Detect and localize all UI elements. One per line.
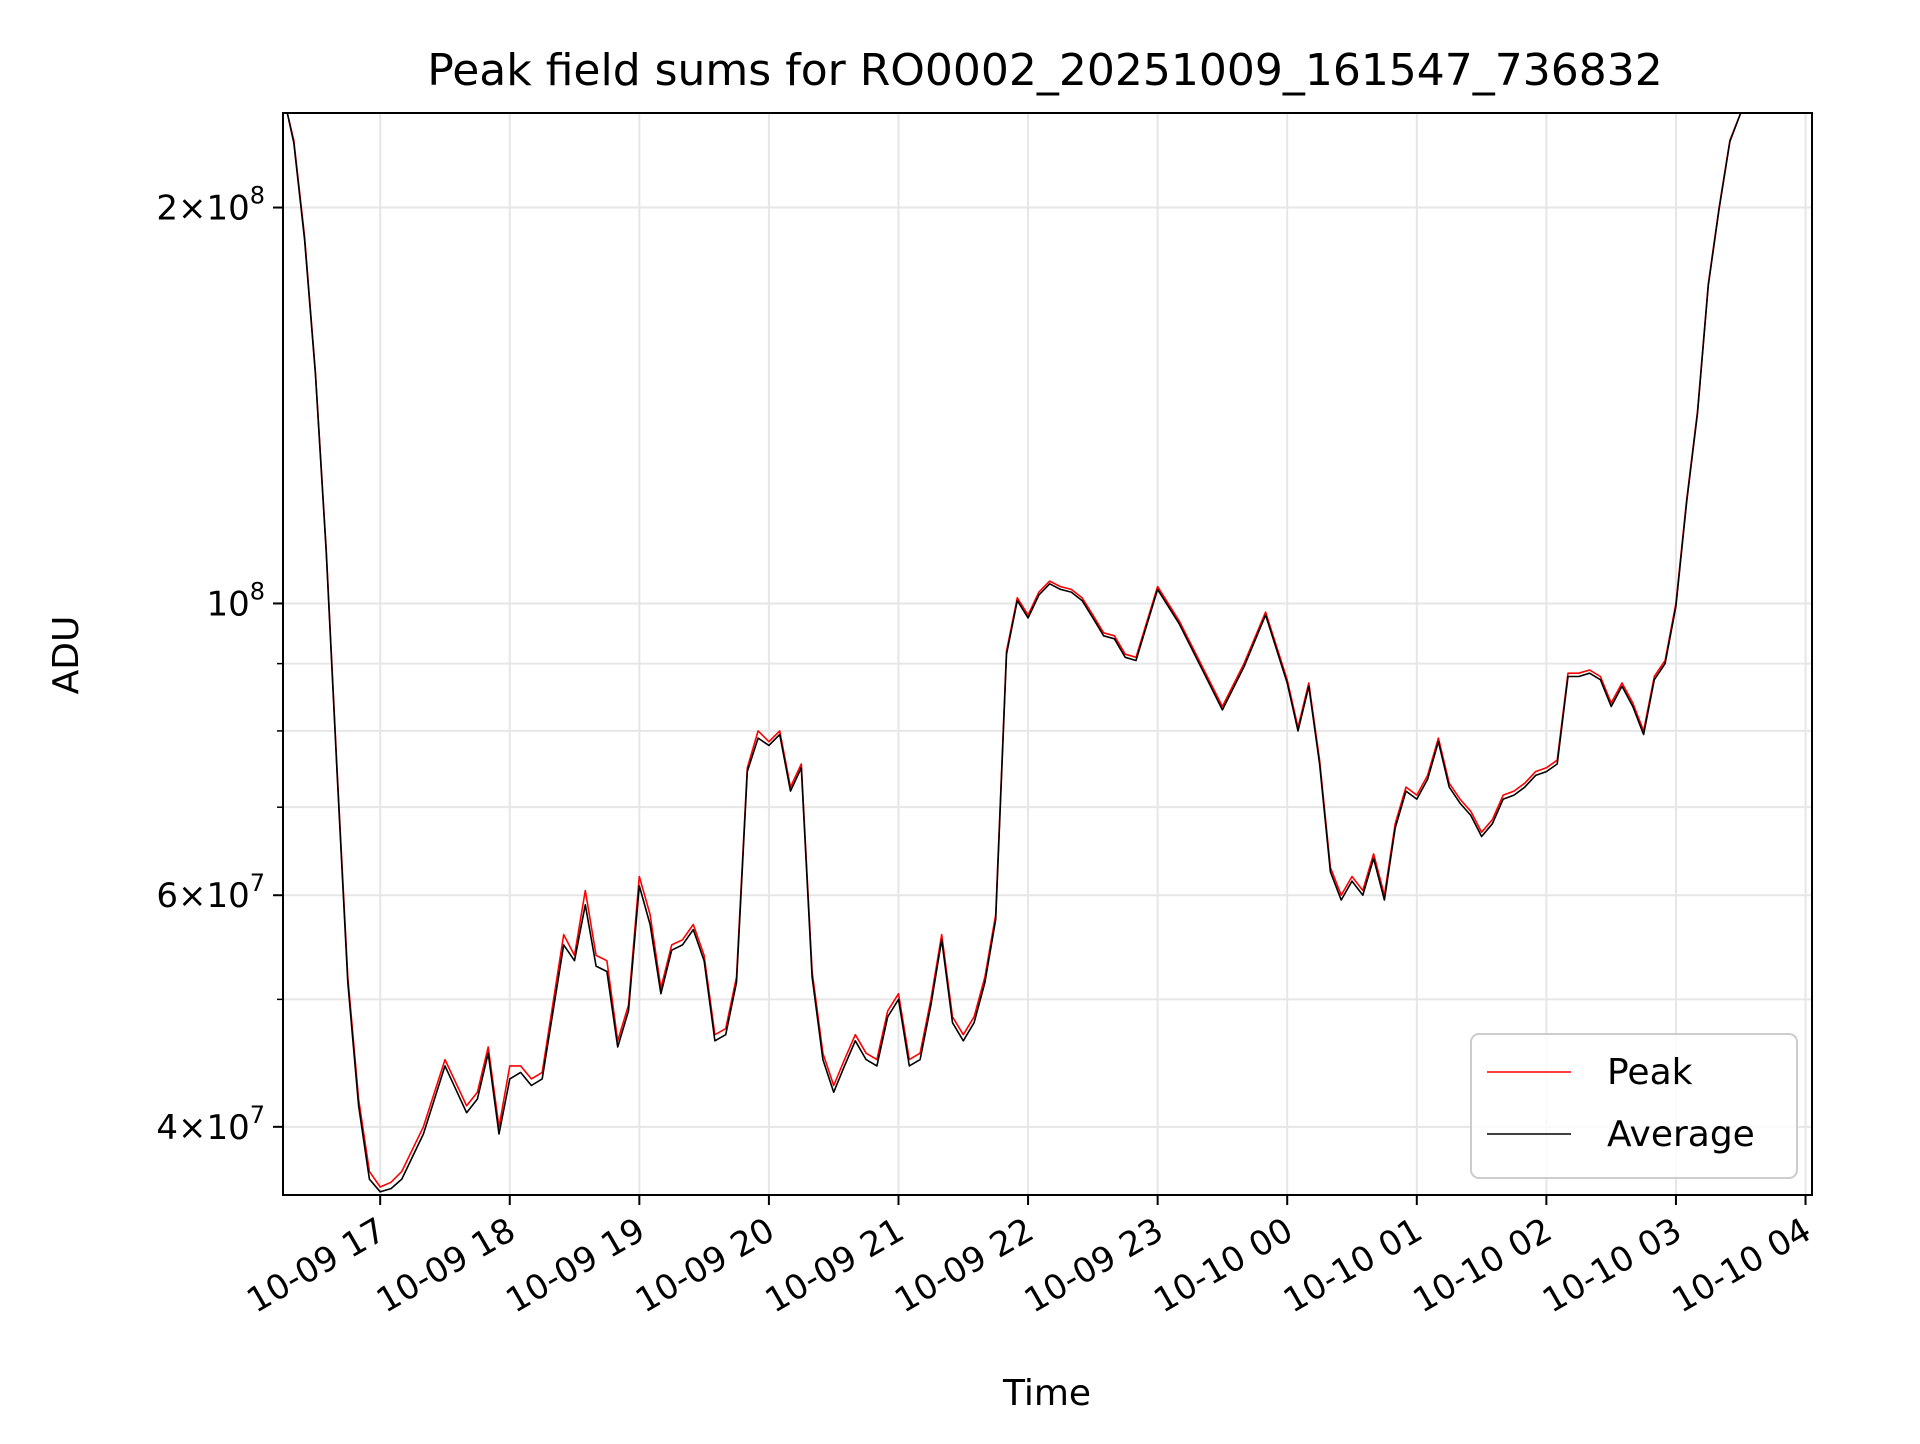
legend-label-peak: Peak — [1607, 1052, 1693, 1093]
y-tick-label: 4×107 — [156, 1101, 265, 1148]
legend-box — [1470, 1033, 1798, 1179]
series-lines — [286, 113, 1742, 1193]
y-tick-label: 2×108 — [156, 182, 265, 229]
x-axis-label: Time — [1002, 1373, 1091, 1414]
y-axis: 4×107 6×107 108 2×108 — [156, 182, 283, 1148]
series-line-average — [286, 113, 1742, 1193]
grid — [283, 113, 1812, 1195]
y-tick-label: 6×107 — [156, 869, 265, 916]
legend-label-average: Average — [1607, 1114, 1755, 1155]
y-axis-label: ADU — [46, 616, 87, 695]
y-tick-label: 108 — [206, 577, 265, 624]
chart-title: Peak field sums for RO0002_20251009_1615… — [427, 45, 1663, 96]
legend: Peak Average — [1470, 1033, 1798, 1179]
plot-frame — [282, 112, 1813, 1196]
